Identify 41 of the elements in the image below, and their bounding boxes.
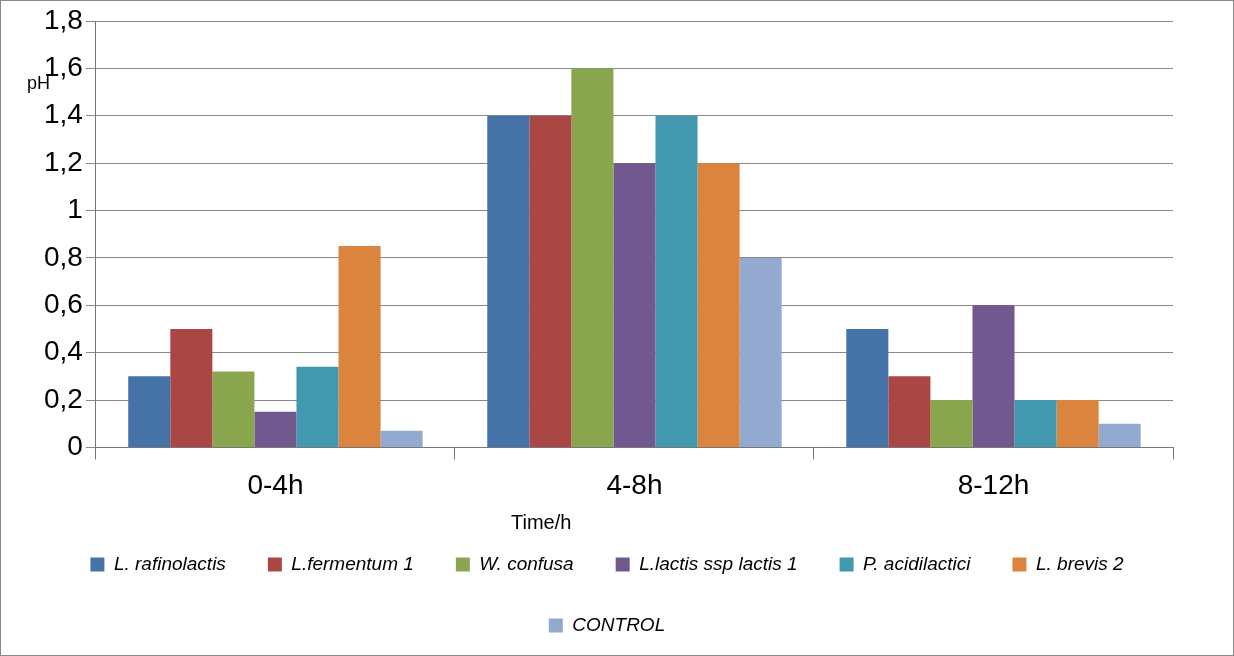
bar bbox=[1056, 400, 1099, 447]
bar bbox=[212, 371, 255, 447]
y-tick-label: 1,8 bbox=[43, 3, 83, 35]
y-tick-label: 0,6 bbox=[43, 287, 83, 319]
bar bbox=[338, 246, 381, 447]
y-tick-label: 0 bbox=[67, 430, 83, 462]
bar bbox=[739, 257, 782, 447]
bar bbox=[888, 376, 931, 447]
bar bbox=[571, 68, 614, 447]
legend-label: W. confusa bbox=[479, 552, 574, 574]
bar bbox=[296, 366, 339, 447]
legend-label: P. acidilactici bbox=[863, 552, 972, 574]
bar bbox=[1098, 423, 1141, 447]
bar bbox=[170, 328, 213, 447]
x-tick-label: 4-8h bbox=[606, 468, 663, 500]
legend-label: CONTROL bbox=[572, 613, 666, 635]
bar bbox=[613, 163, 656, 447]
legend-label: L.fermentum 1 bbox=[291, 552, 414, 574]
y-tick-label: 0,8 bbox=[43, 240, 83, 272]
x-tick-label: 0-4h bbox=[247, 468, 304, 500]
bar bbox=[930, 400, 973, 447]
y-tick-label: 0,4 bbox=[43, 335, 83, 367]
bar bbox=[697, 163, 740, 447]
y-tick-label: 0,2 bbox=[43, 382, 83, 414]
x-tick-label: 8-12h bbox=[957, 468, 1030, 500]
bar bbox=[254, 411, 297, 447]
y-tick-label: 1,2 bbox=[43, 145, 83, 177]
bar bbox=[529, 115, 572, 447]
bar bbox=[846, 328, 889, 447]
y-tick-label: 1,4 bbox=[43, 98, 83, 130]
legend-label: L.lactis ssp lactis 1 bbox=[639, 552, 798, 574]
legend-label: L. brevis 2 bbox=[1035, 552, 1125, 574]
legend-label: L. rafinolactis bbox=[113, 552, 227, 574]
y-tick-label: 1 bbox=[67, 193, 83, 225]
bar bbox=[128, 376, 171, 447]
x-axis-title: Time/h bbox=[511, 511, 572, 534]
bar bbox=[487, 115, 530, 447]
bar bbox=[1014, 400, 1057, 447]
bar bbox=[655, 115, 698, 447]
bar bbox=[380, 430, 423, 447]
bar bbox=[972, 305, 1015, 447]
